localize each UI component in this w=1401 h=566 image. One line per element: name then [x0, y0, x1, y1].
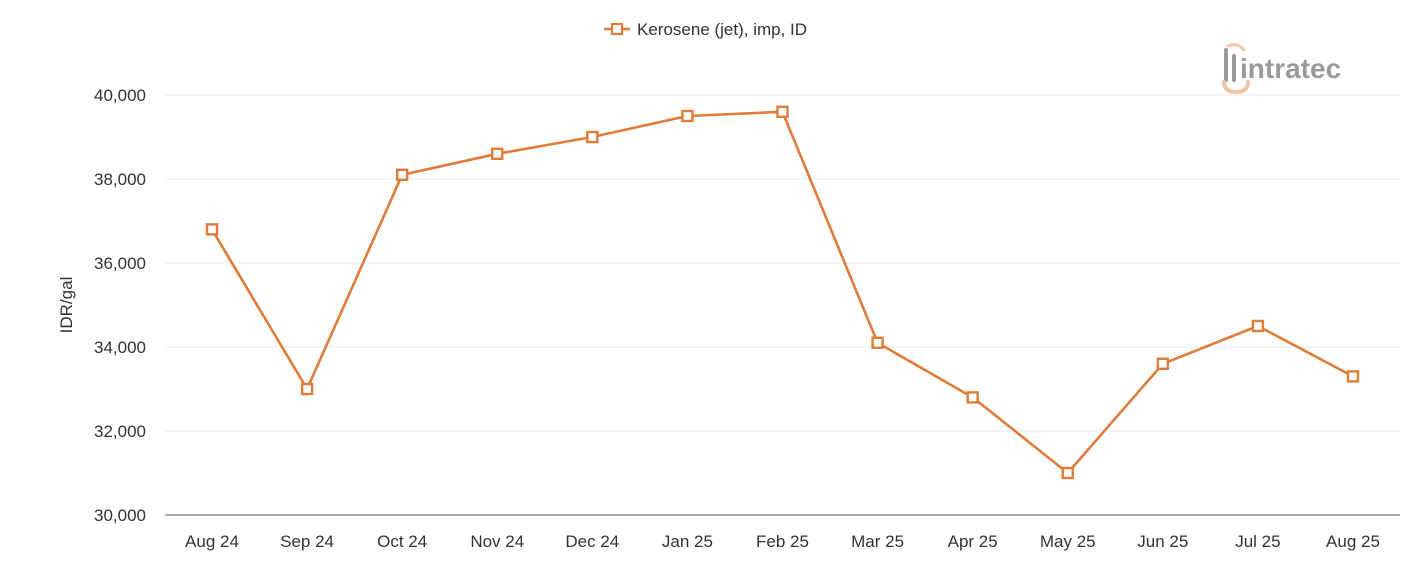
- data-point-marker: [395, 168, 409, 182]
- brand-logo: intratec: [1222, 43, 1341, 95]
- y-tick-label: 34,000: [94, 338, 146, 357]
- axes: 30,000 32,000 34,000 36,000 38,000 40,000 Aug …: [57, 86, 1400, 551]
- data-point-marker: [1251, 319, 1265, 333]
- x-tick-label: Aug 24: [185, 532, 239, 551]
- x-tick-label: Nov 24: [470, 532, 524, 551]
- x-tick-label: Mar 25: [851, 532, 904, 551]
- intratec-logo-icon: [1222, 43, 1250, 95]
- y-tick-label: 36,000: [94, 254, 146, 273]
- x-tick-label: Jun 25: [1137, 532, 1188, 551]
- data-point-marker: [1061, 466, 1074, 480]
- y-tick-label: 30,000: [94, 506, 146, 525]
- x-tick-label: Apr 25: [948, 532, 998, 551]
- data-point-marker: [586, 130, 599, 144]
- x-tick-label: May 25: [1040, 532, 1096, 551]
- x-tick-label: Dec 24: [565, 532, 619, 551]
- data-point-marker: [300, 382, 314, 396]
- x-tick-label: Sep 24: [280, 532, 334, 551]
- data-point-marker: [491, 147, 504, 161]
- legend: Kerosene (jet), imp, ID: [604, 20, 807, 39]
- y-tick-label: 32,000: [94, 422, 146, 441]
- legend-label: Kerosene (jet), imp, ID: [637, 20, 807, 39]
- y-tick-label: 40,000: [94, 86, 146, 105]
- y-axis-title: IDR/gal: [57, 277, 76, 334]
- series-line: [210, 110, 1354, 475]
- logo-wordmark: intratec: [1240, 53, 1341, 84]
- x-tick-label: Aug 25: [1326, 532, 1380, 551]
- gridlines: [165, 94, 1400, 432]
- legend-marker-swatch: [610, 22, 624, 36]
- data-point-marker: [1156, 357, 1170, 370]
- series-area: [205, 105, 1360, 480]
- data-point-marker: [681, 109, 694, 123]
- x-tick-label: Jul 25: [1235, 532, 1280, 551]
- data-point-marker: [1346, 370, 1360, 383]
- y-tick-label: 38,000: [94, 170, 146, 189]
- data-point-marker: [871, 336, 884, 349]
- x-tick-label: Oct 24: [377, 532, 427, 551]
- data-point-marker: [776, 105, 789, 119]
- data-point-marker: [205, 223, 219, 236]
- x-tick-label: Feb 25: [756, 532, 809, 551]
- x-tick-label: Jan 25: [662, 532, 713, 551]
- data-point-marker: [966, 391, 979, 404]
